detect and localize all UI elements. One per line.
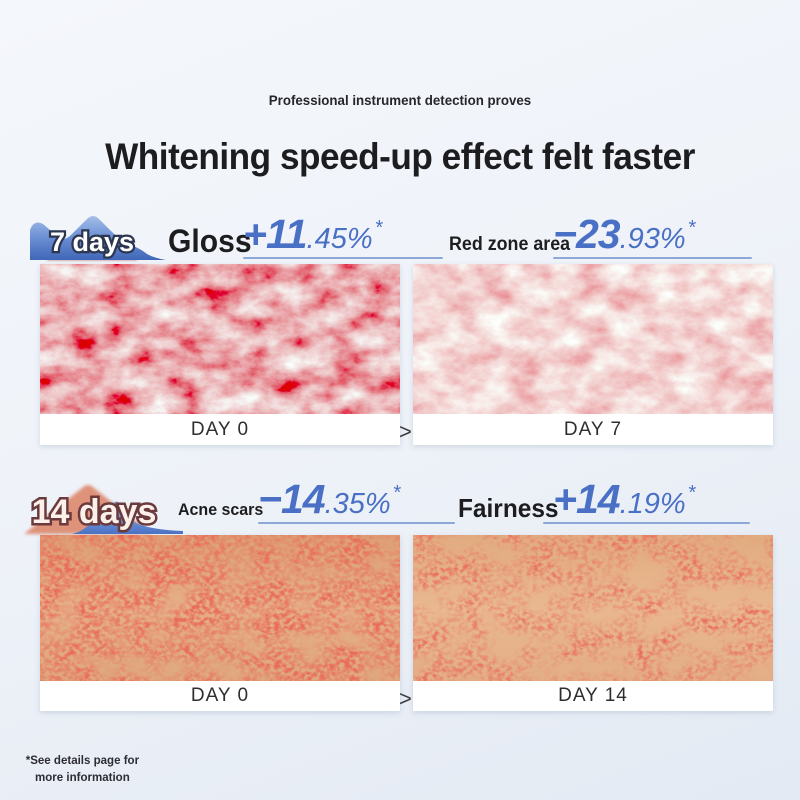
metric-label-fairness: Fairness [458,493,559,523]
skin-redness-image-day7 [413,264,773,414]
before-image-panel-week2: DAY 0 [40,535,400,711]
day-label: DAY 0 [40,681,400,711]
metric-underline [543,522,750,524]
blue-wave-shape [72,501,183,534]
after-image-panel-week1: DAY 7 [413,264,773,445]
metric-label-redzone: Red zone area [449,234,571,255]
footnote-line1: *See details page for [25,753,140,767]
metric-label-gloss: Gloss [168,223,252,259]
skin-redness-image-day0 [40,264,400,414]
day-label: DAY 14 [413,681,773,711]
metric-value-redzone: −23.93% * [553,211,696,257]
arrow-separator: > [399,686,412,711]
acne-scars-image-day0 [40,535,400,681]
footnote: *See details page for more information [20,752,145,786]
page-title: Whitening speed-up effect felt faster [105,136,695,177]
metric-underline [553,257,752,259]
day-label: DAY 7 [413,414,773,445]
badge-label: 7 days [50,227,134,257]
metric-value-acne: −14.35% * [258,476,401,522]
metric-underline [258,522,455,524]
kicker-text: Professional instrument detection proves [268,92,532,108]
badge-7-days: 7 days [30,210,180,260]
metric-underline [243,257,443,259]
footnote-line2: more information [35,770,130,784]
badge-14-days: 14 days [18,476,183,534]
metric-label-acne: Acne scars [178,500,264,519]
arrow-separator: > [399,419,412,444]
metric-value-fairness: +14.19% * [553,476,696,522]
badge-label: 14 days [32,493,157,531]
metric-value-gloss: +11.45% * [243,211,383,257]
before-image-panel-week1: DAY 0 [40,264,400,445]
acne-scars-image-day14 [413,535,773,681]
after-image-panel-week2: DAY 14 [413,535,773,711]
day-label: DAY 0 [40,414,400,445]
blue-wave-shape [30,216,166,260]
